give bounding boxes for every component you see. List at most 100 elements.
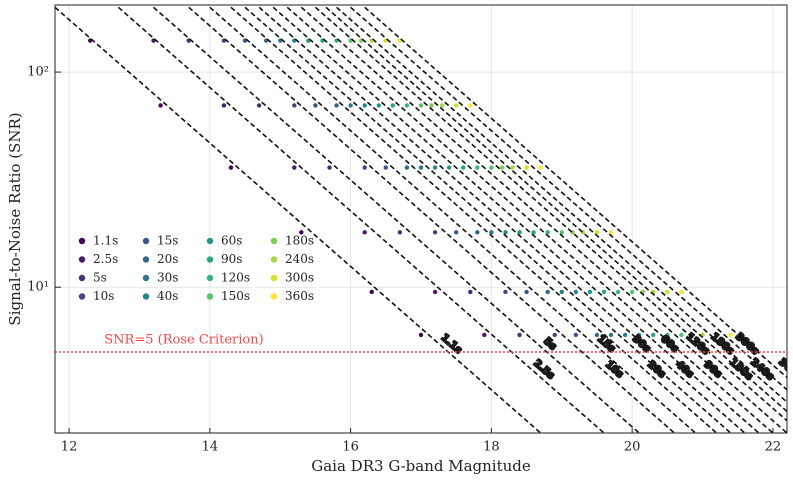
model-line <box>272 6 760 433</box>
x-tick-label: 14 <box>202 440 219 455</box>
point <box>453 230 459 235</box>
legend-label: 300s <box>285 271 314 285</box>
legend-label: 15s <box>157 234 178 248</box>
x-tick-label: 18 <box>483 440 500 455</box>
point <box>397 230 403 235</box>
point <box>524 289 529 295</box>
point <box>573 289 579 295</box>
point <box>390 103 396 108</box>
model-line <box>230 6 718 433</box>
point <box>383 165 389 170</box>
x-axis-label: Gaia DR3 G-band Magnitude <box>311 457 531 475</box>
legend-label: 180s <box>285 234 314 248</box>
legend-label: 360s <box>285 289 314 303</box>
model-line <box>350 6 787 391</box>
y-tick-label: 10² <box>27 65 49 80</box>
legend-marker <box>270 256 278 263</box>
legend-label: 5s <box>93 271 107 285</box>
point <box>538 165 543 170</box>
model-line <box>55 6 542 433</box>
legend-marker <box>142 237 150 245</box>
point <box>376 103 381 108</box>
point <box>531 230 536 235</box>
point <box>503 230 508 235</box>
y-tick-label: 10¹ <box>27 280 49 295</box>
point <box>594 332 600 338</box>
legend-marker <box>78 274 86 282</box>
point <box>362 103 367 108</box>
point <box>292 165 297 170</box>
legend-marker <box>206 293 214 300</box>
y-axis-label: Signal-to-Noise Ratio (SNR) <box>6 112 24 325</box>
point <box>362 230 367 235</box>
point <box>446 165 452 170</box>
model-line <box>209 6 697 433</box>
plot-frame <box>54 4 788 434</box>
point <box>221 103 227 108</box>
point <box>299 230 304 235</box>
point <box>489 165 494 170</box>
legend-marker <box>206 237 214 245</box>
point <box>362 165 367 170</box>
point <box>429 103 434 108</box>
point <box>418 103 424 108</box>
point <box>615 289 621 295</box>
x-tick-label: 12 <box>61 440 78 455</box>
point <box>158 103 163 108</box>
point <box>432 165 438 170</box>
point <box>714 332 719 338</box>
point <box>608 230 614 235</box>
point <box>404 103 410 108</box>
point <box>327 165 332 170</box>
legend-marker <box>78 237 86 245</box>
point <box>468 289 473 295</box>
legend-label: 120s <box>221 271 250 285</box>
legend-label: 30s <box>157 271 178 285</box>
point <box>517 230 522 235</box>
legend-label: 20s <box>157 252 178 266</box>
point <box>679 289 684 295</box>
point <box>559 289 564 295</box>
model-line <box>314 6 787 422</box>
legend-label: 2.5s <box>93 252 118 266</box>
legend-marker <box>270 237 278 245</box>
model-line <box>244 6 732 433</box>
x-tick-label: 20 <box>624 440 641 455</box>
x-tick-label: 16 <box>342 440 359 455</box>
point <box>292 103 297 108</box>
point <box>369 289 374 295</box>
legend-marker <box>78 293 86 300</box>
legend-label: 240s <box>285 252 314 266</box>
threshold-label: SNR=5 (Rose Criterion) <box>104 332 263 347</box>
point <box>334 103 339 108</box>
point <box>545 289 550 295</box>
point <box>228 165 234 170</box>
point <box>468 103 473 108</box>
point <box>517 332 522 338</box>
point <box>256 103 262 108</box>
legend-marker <box>142 293 150 300</box>
legend-label: 90s <box>221 252 242 266</box>
point <box>651 332 656 338</box>
model-line <box>364 6 787 379</box>
point <box>601 289 607 295</box>
legend-label: 60s <box>221 234 242 248</box>
model-line <box>188 6 675 433</box>
legend-marker <box>78 256 86 263</box>
legend-marker <box>142 274 150 282</box>
point <box>573 332 579 338</box>
point <box>728 332 733 338</box>
point <box>503 289 508 295</box>
point <box>418 165 424 170</box>
point <box>524 165 529 170</box>
point <box>475 165 480 170</box>
point <box>499 165 505 170</box>
model-line <box>258 6 746 433</box>
point <box>404 165 410 170</box>
point <box>475 230 480 235</box>
point <box>679 332 684 338</box>
legend-label: 150s <box>221 289 250 303</box>
point <box>461 165 466 170</box>
